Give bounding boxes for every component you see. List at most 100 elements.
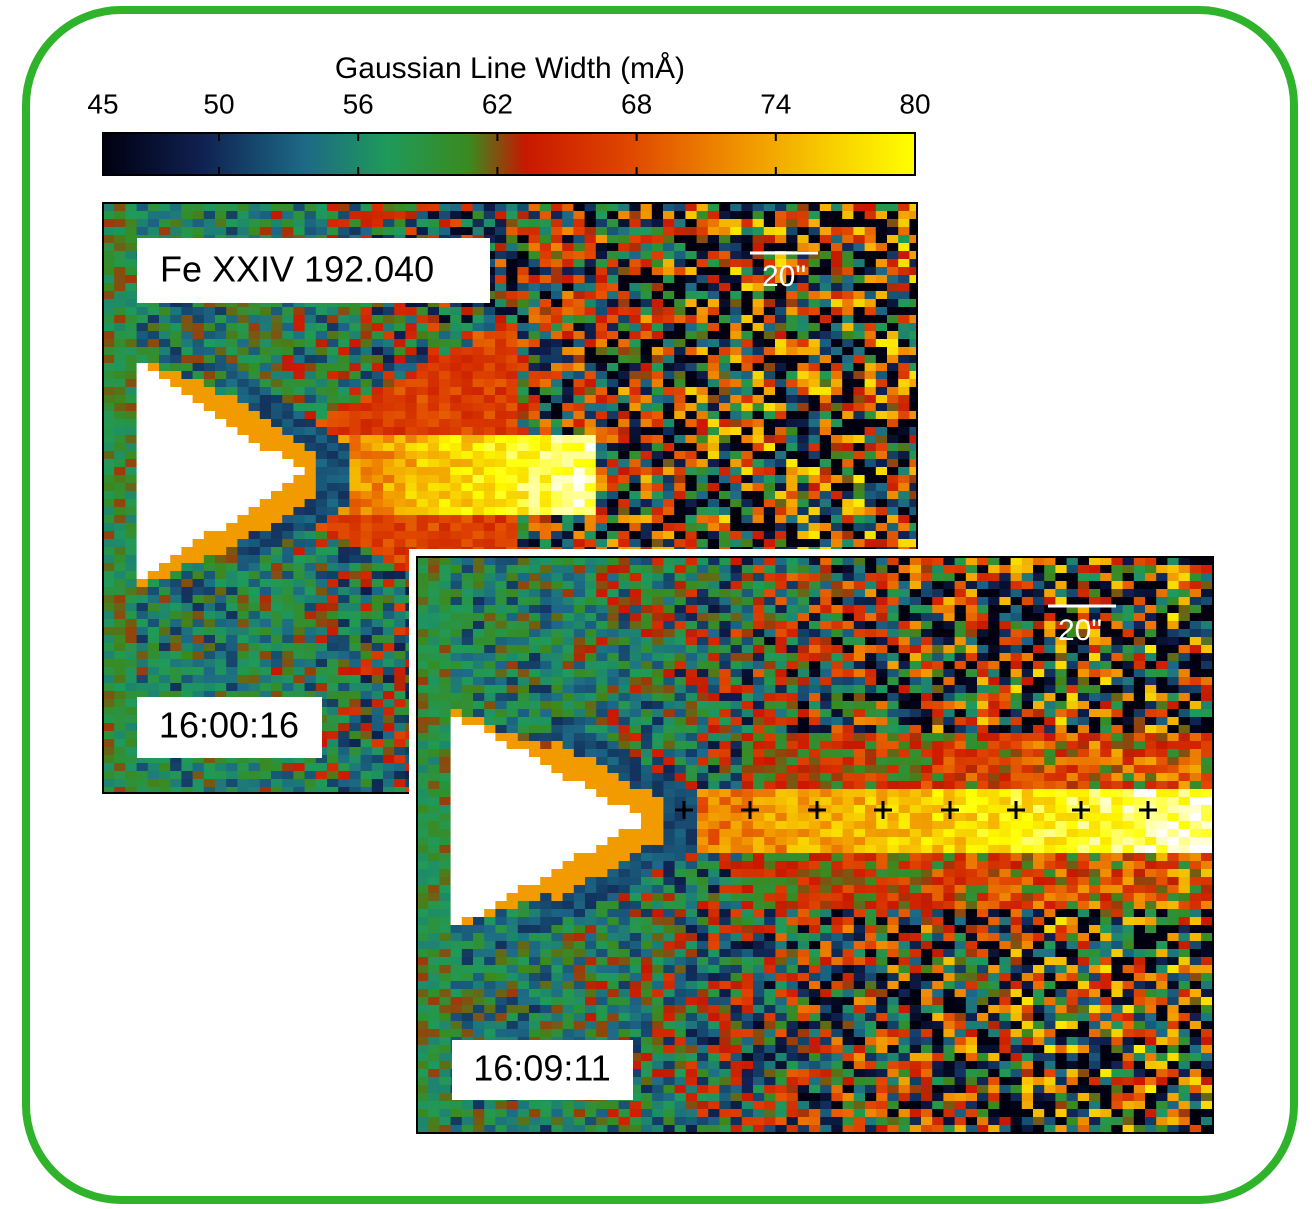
map-cell	[685, 459, 697, 468]
map-cell	[529, 515, 541, 524]
map-cell	[428, 411, 440, 420]
map-cell	[764, 395, 776, 404]
map-cell	[249, 467, 261, 476]
map-cell	[260, 379, 272, 388]
map-cell	[282, 635, 294, 644]
map-cell	[831, 459, 843, 468]
map-cell	[125, 651, 137, 660]
map-cell	[629, 347, 641, 356]
map-cell	[282, 675, 294, 684]
map-cell	[529, 243, 541, 252]
map-cell	[517, 291, 529, 300]
map-cell	[730, 515, 742, 524]
map-cell	[708, 291, 720, 300]
map-cell	[181, 579, 193, 588]
map-cell	[137, 371, 149, 380]
map-cell	[473, 355, 485, 364]
map-cell	[730, 523, 742, 532]
map-cell	[652, 299, 664, 308]
map-cell	[853, 355, 865, 364]
map-cell	[305, 411, 317, 420]
map-cell	[540, 499, 552, 508]
map-cell	[820, 443, 832, 452]
map-cell	[898, 291, 910, 300]
map-cell	[260, 555, 272, 564]
map-cell	[898, 419, 910, 428]
map-cell	[495, 211, 507, 220]
map-cell	[484, 427, 496, 436]
map-cell	[719, 427, 731, 436]
map-cell	[193, 507, 205, 516]
map-cell	[820, 539, 832, 548]
map-cell	[327, 619, 339, 628]
map-cell	[305, 523, 317, 532]
map-cell	[797, 451, 809, 460]
map-cell	[417, 379, 429, 388]
map-cell	[708, 307, 720, 316]
map-cell	[607, 419, 619, 428]
figure: Gaussian Line Width (mÅ) Fe XXIV 192.040…	[0, 0, 1312, 1209]
map-cell	[361, 467, 373, 476]
map-cell	[114, 379, 126, 388]
map-cell	[831, 283, 843, 292]
map-cell	[450, 347, 462, 356]
map-cell	[361, 547, 373, 556]
map-cell	[361, 579, 373, 588]
map-cell	[730, 355, 742, 364]
map-cell	[159, 363, 171, 372]
map-cell	[495, 427, 507, 436]
map-cell	[125, 307, 137, 316]
map-cell	[529, 299, 541, 308]
map-cell	[305, 475, 317, 484]
map-cell	[114, 331, 126, 340]
map-cell	[349, 435, 361, 444]
map-cell	[887, 355, 899, 364]
map-cell	[372, 451, 384, 460]
map-cell	[271, 475, 283, 484]
map-cell	[383, 731, 395, 740]
map-cell	[473, 387, 485, 396]
map-cell	[674, 315, 686, 324]
map-cell	[249, 435, 261, 444]
map-cell	[193, 363, 205, 372]
map-cell	[394, 611, 406, 620]
map-cell	[797, 515, 809, 524]
map-cell	[159, 563, 171, 572]
map-cell	[562, 419, 574, 428]
map-cell	[114, 739, 126, 748]
map-cell	[204, 523, 216, 532]
map-cell	[316, 555, 328, 564]
map-cell	[103, 627, 115, 636]
map-cell	[618, 451, 630, 460]
map-cell	[506, 355, 518, 364]
map-cell	[271, 683, 283, 692]
map-cell	[383, 315, 395, 324]
map-cell	[618, 467, 630, 476]
map-cell	[226, 403, 238, 412]
map-cell	[338, 619, 350, 628]
map-cell	[215, 403, 227, 412]
map-cell	[607, 291, 619, 300]
map-cell	[125, 531, 137, 540]
map-cell	[282, 323, 294, 332]
map-cell	[506, 211, 518, 220]
map-cell	[170, 547, 182, 556]
map-cell	[338, 595, 350, 604]
map-cell	[237, 675, 249, 684]
map-cell	[585, 315, 597, 324]
map-cell	[327, 555, 339, 564]
map-cell	[842, 315, 854, 324]
map-cell	[529, 443, 541, 452]
map-cell	[585, 451, 597, 460]
map-cell	[573, 371, 585, 380]
map-cell	[226, 219, 238, 228]
map-cell	[170, 219, 182, 228]
map-cell	[663, 459, 675, 468]
map-cell	[573, 403, 585, 412]
map-cell	[114, 243, 126, 252]
map-cell	[215, 491, 227, 500]
map-cell	[674, 435, 686, 444]
map-cell	[775, 227, 787, 236]
map-cell	[898, 339, 910, 348]
map-cell	[473, 459, 485, 468]
